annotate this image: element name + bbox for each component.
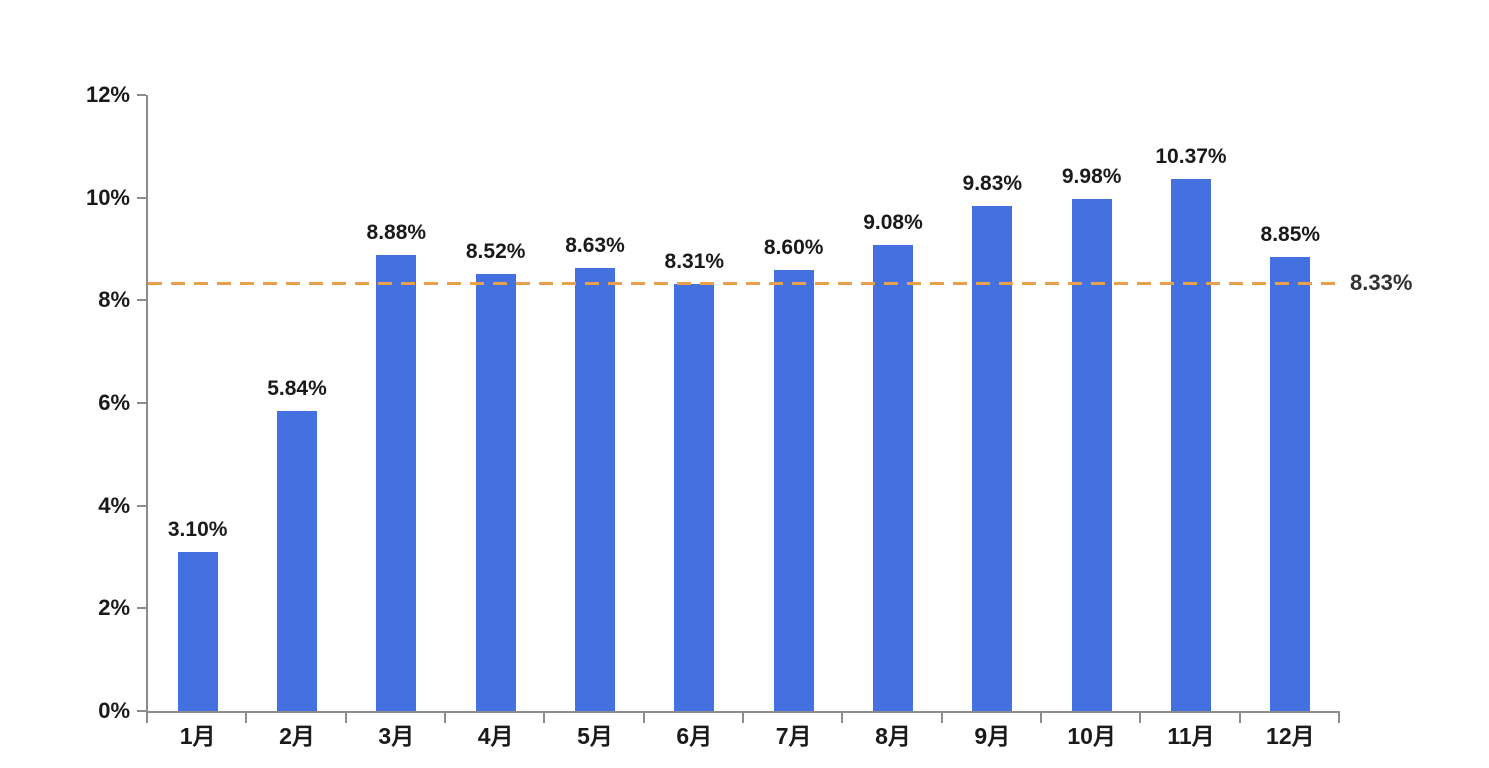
y-tick-label: 10% xyxy=(85,184,130,210)
bar xyxy=(972,206,1013,711)
x-tick-label: 12月 xyxy=(1266,723,1315,749)
x-tick-label: 7月 xyxy=(775,723,812,749)
x-tick-label: 2月 xyxy=(279,723,315,749)
y-tick-label: 12% xyxy=(85,82,130,107)
x-tick-label: 9月 xyxy=(974,723,1011,749)
bar-value-label: 8.88% xyxy=(366,221,427,245)
bar xyxy=(177,551,218,711)
bar xyxy=(674,284,715,711)
y-tick-label: 4% xyxy=(98,492,130,518)
reference-line xyxy=(148,281,1340,285)
bar xyxy=(1171,178,1211,711)
x-tick-mark xyxy=(742,713,744,723)
bar-value-label: 9.98% xyxy=(1061,164,1122,188)
bar-value-label: 8.60% xyxy=(763,235,824,259)
x-tick-mark xyxy=(940,713,943,723)
bar-value-label: 9.83% xyxy=(962,172,1023,196)
x-tick-label: 5月 xyxy=(577,723,613,749)
x-tick-label: 1月 xyxy=(179,723,216,749)
bar xyxy=(873,244,913,711)
x-tick-mark xyxy=(1338,713,1340,723)
x-tick-mark xyxy=(245,713,248,723)
y-tick-mark xyxy=(137,607,146,610)
x-tick-mark xyxy=(1238,713,1241,723)
y-tick-label: 2% xyxy=(98,595,130,621)
y-tick-mark xyxy=(137,299,146,302)
x-tick-mark xyxy=(146,713,148,723)
x-axis-line xyxy=(146,711,1340,713)
x-tick-mark xyxy=(1040,713,1042,723)
bar-value-label: 8.63% xyxy=(565,233,625,257)
bar-value-label: 10.37% xyxy=(1155,144,1227,168)
y-tick-mark xyxy=(137,504,146,507)
bar xyxy=(773,269,814,711)
x-tick-mark xyxy=(841,713,844,723)
bar-value-label: 8.52% xyxy=(465,239,526,263)
y-tick-label: 0% xyxy=(98,698,130,723)
y-tick-label: 8% xyxy=(98,287,130,313)
y-tick-label: 6% xyxy=(98,390,130,415)
reference-line-label: 8.33% xyxy=(1350,270,1413,296)
x-tick-mark xyxy=(543,713,546,723)
x-tick-label: 3月 xyxy=(378,723,415,749)
bar xyxy=(277,411,317,711)
x-tick-mark xyxy=(1139,713,1142,723)
x-tick-label: 4月 xyxy=(477,723,514,749)
x-tick-mark xyxy=(444,713,446,723)
y-axis-line xyxy=(146,95,148,713)
x-tick-mark xyxy=(344,713,347,723)
x-tick-label: 11月 xyxy=(1167,723,1215,749)
y-tick-mark xyxy=(137,710,146,712)
bar xyxy=(1270,256,1311,711)
bar xyxy=(376,255,417,711)
x-tick-mark xyxy=(642,713,645,723)
x-tick-label: 8月 xyxy=(875,723,911,749)
x-tick-label: 6月 xyxy=(676,723,713,749)
y-tick-mark xyxy=(137,402,146,404)
bar xyxy=(575,267,615,711)
bar xyxy=(475,273,516,711)
bar-value-label: 8.85% xyxy=(1260,222,1321,246)
x-tick-label: 10月 xyxy=(1067,723,1116,749)
y-tick-mark xyxy=(137,196,146,199)
bar-value-label: 3.10% xyxy=(167,517,228,541)
bar-value-label: 8.31% xyxy=(664,250,725,274)
y-tick-mark xyxy=(137,94,146,96)
bar xyxy=(1071,198,1112,711)
bar-value-label: 5.84% xyxy=(267,377,327,401)
bar-value-label: 9.08% xyxy=(863,210,923,234)
